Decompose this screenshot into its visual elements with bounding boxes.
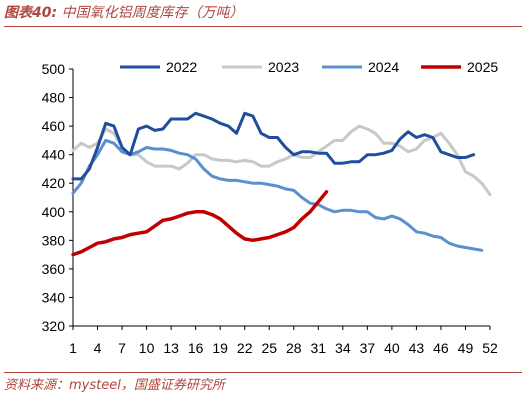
y-tick-label: 420 bbox=[42, 175, 66, 191]
y-tick-label: 340 bbox=[42, 289, 66, 305]
x-tick-label: 1 bbox=[69, 340, 77, 356]
chart-series bbox=[71, 111, 492, 257]
y-tick-label: 320 bbox=[42, 318, 66, 334]
x-tick-label: 43 bbox=[409, 340, 425, 356]
y-tick-label: 400 bbox=[42, 204, 66, 220]
x-tick-label: 37 bbox=[360, 340, 376, 356]
x-tick-label: 13 bbox=[163, 340, 179, 356]
x-tick-label: 52 bbox=[482, 340, 498, 356]
legend-label-2022: 2022 bbox=[166, 59, 197, 75]
legend-label-2023: 2023 bbox=[268, 59, 299, 75]
x-tick-label: 28 bbox=[286, 340, 302, 356]
series-line-2025 bbox=[71, 190, 329, 257]
x-tick-label: 34 bbox=[335, 340, 351, 356]
x-tick-label: 4 bbox=[94, 340, 102, 356]
chart-axes: 320 340 360 380 400 420 440 460 480 500 1 4 7 10 13 16 1… bbox=[42, 61, 498, 356]
series-line-2023 bbox=[71, 124, 492, 197]
legend-label-2025: 2025 bbox=[467, 59, 498, 75]
x-tick-label: 40 bbox=[384, 340, 400, 356]
x-tick-label: 7 bbox=[118, 340, 126, 356]
y-tick-label: 360 bbox=[42, 261, 66, 277]
figure-title: 中国氧化铝周度库存（万吨） bbox=[61, 5, 244, 21]
series-line-2022 bbox=[71, 111, 476, 181]
y-tick-label: 480 bbox=[42, 90, 66, 106]
x-tick-label: 10 bbox=[139, 340, 155, 356]
x-tick-label: 19 bbox=[212, 340, 228, 356]
x-tick-label: 22 bbox=[237, 340, 253, 356]
figure-label: 图表40: bbox=[4, 5, 58, 21]
x-tick-label: 16 bbox=[188, 340, 204, 356]
x-tick-label: 25 bbox=[261, 340, 277, 356]
figure-caption: 图表40: 中国氧化铝周度库存（万吨） bbox=[4, 2, 522, 27]
y-tick-label: 380 bbox=[42, 232, 66, 248]
x-tick-label: 46 bbox=[433, 340, 449, 356]
chart-legend: 2022 2023 2024 2025 bbox=[120, 59, 498, 75]
x-tick-label: 31 bbox=[311, 340, 327, 356]
x-tick-label: 49 bbox=[458, 340, 474, 356]
y-tick-label: 460 bbox=[42, 118, 66, 134]
y-tick-label: 500 bbox=[42, 61, 66, 77]
series-line-2024 bbox=[71, 138, 484, 252]
legend-label-2024: 2024 bbox=[368, 59, 399, 75]
source-note: 资料来源：mysteel，国盛证券研究所 bbox=[4, 372, 522, 399]
y-tick-label: 440 bbox=[42, 147, 66, 163]
